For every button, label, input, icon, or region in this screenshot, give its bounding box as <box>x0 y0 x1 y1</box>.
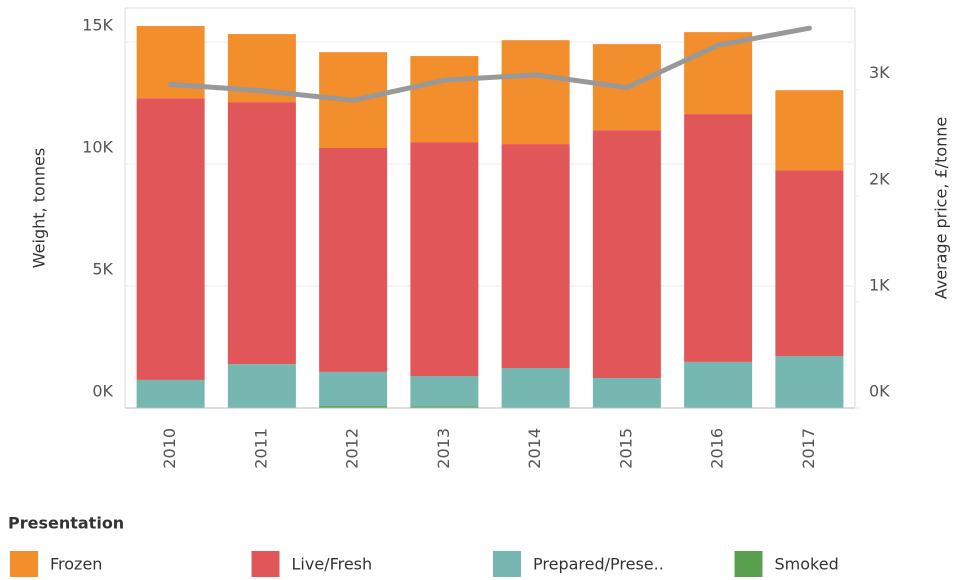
bar-segment <box>319 406 388 408</box>
bar-segment <box>410 376 479 407</box>
bar-segment <box>410 142 479 377</box>
legend-title: Presentation <box>8 514 124 533</box>
x-tick-label: 2010 <box>160 428 179 469</box>
x-tick-label: 2015 <box>616 428 635 469</box>
bar-segment <box>136 98 205 380</box>
bar-segment <box>592 378 661 408</box>
legend-label: Prepared/Prese.. <box>533 555 664 574</box>
x-tick-label: 2013 <box>434 428 453 469</box>
bar-segment <box>775 356 844 408</box>
legend-label: Live/Fresh <box>292 555 373 574</box>
y2-tick-label: 3K <box>869 63 890 82</box>
y2-axis-label: Average price, £/tonne <box>932 117 951 300</box>
y-tick-label: 15K <box>82 16 113 35</box>
bar-segment <box>501 144 570 368</box>
legend-swatch <box>734 551 763 577</box>
bar-segment <box>501 368 570 408</box>
bar-segment <box>775 90 844 171</box>
y-tick-label: 0K <box>92 382 113 401</box>
bar-segment <box>319 148 388 372</box>
bar-segment <box>410 56 479 143</box>
x-tick-label: 2011 <box>251 428 270 469</box>
legend-label: Smoked <box>775 555 839 574</box>
bar-segment <box>410 406 479 408</box>
x-tick-label: 2017 <box>799 428 818 469</box>
bar-segment <box>227 364 296 408</box>
bar-segment <box>592 130 661 378</box>
y-tick-label: 5K <box>92 260 113 279</box>
legend-label: Frozen <box>50 555 102 574</box>
y-axis-label: Weight, tonnes <box>30 148 49 268</box>
bar-segment <box>684 361 753 408</box>
bar-segment <box>319 371 388 407</box>
bar-segment <box>775 170 844 357</box>
bar-segment <box>227 102 296 365</box>
x-tick-label: 2014 <box>525 428 544 469</box>
bar-segment <box>501 40 570 145</box>
price-line <box>168 25 812 103</box>
x-tick-label: 2012 <box>343 428 362 469</box>
y2-tick-label: 2K <box>869 169 890 188</box>
x-tick-label: 2016 <box>708 428 727 469</box>
bar-segment <box>136 379 205 408</box>
legend-swatch <box>493 551 521 577</box>
legend-swatch <box>251 551 280 577</box>
legend-swatch <box>10 551 38 577</box>
bar-segment <box>684 114 753 362</box>
y2-tick-label: 1K <box>869 275 890 294</box>
y2-tick-label: 0K <box>869 382 890 401</box>
y-tick-label: 10K <box>82 138 113 157</box>
